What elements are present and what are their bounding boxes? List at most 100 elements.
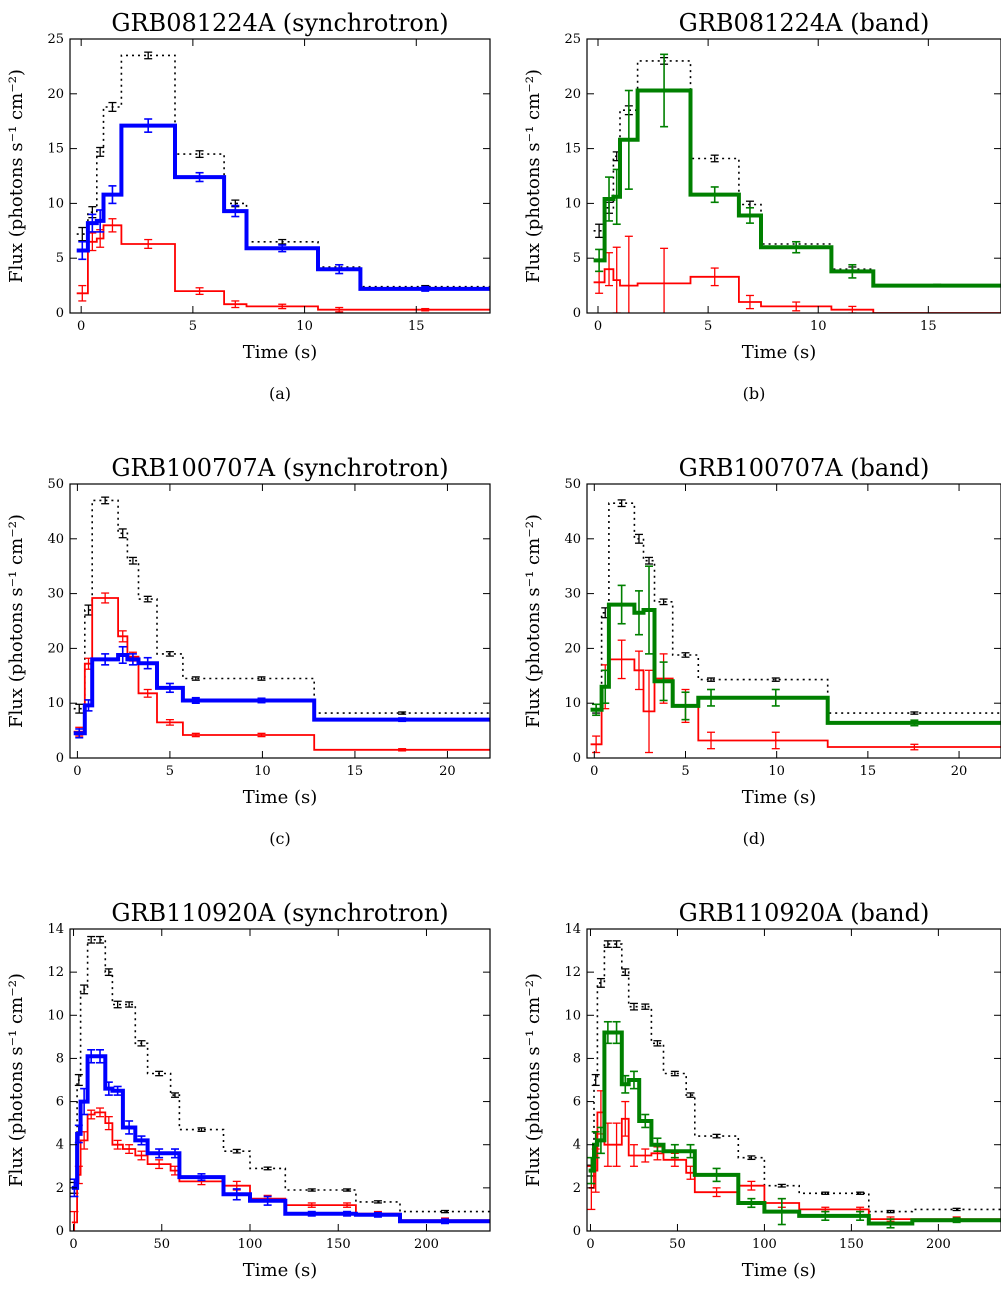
y-tick-label: 50: [47, 477, 64, 492]
y-tick-label: 8: [56, 1051, 64, 1066]
chart-title: GRB110920A (band): [679, 899, 930, 927]
y-tick-label: 50: [564, 477, 581, 492]
y-tick-label: 12: [564, 965, 581, 980]
y-tick-label: 0: [56, 1224, 64, 1239]
series-component: [76, 218, 490, 313]
y-axis-label: Flux (photons s⁻¹ cm⁻²): [523, 973, 544, 1187]
series-line-total: [73, 499, 490, 714]
y-tick-label: 30: [47, 587, 64, 602]
y-tick-label: 15: [564, 142, 581, 157]
series-line-total: [588, 943, 1001, 1213]
y-tick-label: 6: [573, 1095, 581, 1110]
x-tick-label: 10: [810, 319, 827, 334]
x-tick-label: 5: [704, 319, 712, 334]
x-tick-label: 15: [920, 319, 937, 334]
x-tick-label: 10: [296, 319, 313, 334]
x-tick-label: 100: [752, 1237, 777, 1252]
series-model: [73, 645, 490, 739]
x-tick-label: 100: [238, 1237, 263, 1252]
x-axis-label: Time (s): [243, 342, 318, 363]
y-axis-label: Flux (photons s⁻¹ cm⁻²): [6, 973, 27, 1187]
y-tick-label: 4: [56, 1138, 64, 1153]
series-line-model: [590, 602, 1001, 725]
y-tick-label: 0: [573, 1224, 581, 1239]
series-total: [73, 496, 490, 715]
y-tick-label: 20: [47, 641, 64, 656]
y-tick-label: 20: [564, 87, 581, 102]
x-tick-label: 15: [860, 764, 877, 779]
y-tick-label: 20: [564, 641, 581, 656]
y-tick-label: 0: [56, 306, 64, 321]
chart-panel-1: 0 5 10 15 20 25 0 5 10 15 GRB081224A (synchrotron)…: [6, 9, 491, 403]
x-tick-label: 150: [839, 1237, 864, 1252]
chart-panel-4: 0 10 20 30 40 50 0 5 10 15 20 GRB100707A (band) Time…: [523, 454, 1001, 848]
series-model: [590, 565, 1001, 727]
series-line-component: [76, 224, 490, 311]
series-line-model: [593, 88, 1001, 288]
x-tick-label: 5: [189, 319, 197, 334]
chart-panel-6: 0 2 4 6 8 10 12 14 0 50 100 150 200 GRB110920A (band)…: [523, 899, 1001, 1281]
chart-title: GRB081224A (band): [679, 9, 930, 37]
chart-panel-5: 0 2 4 6 8 10 12 14 0 50 100 150 200 GRB110920A (synch…: [6, 899, 491, 1281]
series-line-component: [590, 658, 1001, 748]
y-tick-label: 5: [573, 251, 581, 266]
series-line-total: [71, 939, 490, 1213]
x-tick-label: 15: [347, 764, 364, 779]
x-tick-label: 150: [326, 1237, 351, 1252]
panel-caption: (c): [269, 829, 290, 848]
y-tick-label: 6: [56, 1095, 64, 1110]
y-axis-label: Flux (photons s⁻¹ cm⁻²): [6, 514, 27, 728]
x-axis-label: Time (s): [243, 787, 318, 808]
y-tick-label: 5: [56, 251, 64, 266]
series-component: [73, 592, 490, 752]
y-tick-label: 8: [573, 1051, 581, 1066]
y-tick-label: 10: [564, 196, 581, 211]
y-tick-label: 2: [573, 1181, 581, 1196]
panel-caption: (b): [743, 384, 766, 403]
series-total: [70, 935, 490, 1214]
x-axis-label: Time (s): [243, 1260, 318, 1281]
x-tick-label: 20: [439, 764, 456, 779]
y-axis-label: Flux (photons s⁻¹ cm⁻²): [523, 69, 544, 283]
x-tick-label: 5: [166, 764, 174, 779]
y-tick-label: 12: [47, 965, 64, 980]
series-line-model: [588, 1030, 1001, 1226]
series-line-component: [73, 597, 490, 751]
y-tick-label: 10: [47, 196, 64, 211]
y-tick-label: 40: [47, 532, 64, 547]
series-component: [587, 1090, 1001, 1222]
y-tick-label: 2: [56, 1181, 64, 1196]
series-total: [587, 940, 1001, 1214]
x-axis-label: Time (s): [742, 787, 817, 808]
series-model: [76, 118, 490, 292]
plot-frame: [69, 483, 491, 759]
series-line-component: [593, 268, 1001, 313]
plot-frame: [586, 483, 1001, 759]
series-total: [590, 499, 1001, 715]
x-tick-label: 50: [153, 1237, 170, 1252]
panel-caption: (a): [269, 384, 291, 403]
series-line-model: [73, 653, 490, 736]
plot-frame: [586, 928, 1001, 1232]
plot-frame: [586, 38, 1001, 314]
series-model: [593, 53, 1001, 288]
x-tick-label: 15: [408, 319, 425, 334]
y-tick-label: 10: [564, 1008, 581, 1023]
x-tick-label: 0: [586, 1237, 594, 1252]
y-tick-label: 10: [564, 696, 581, 711]
y-axis-label: Flux (photons s⁻¹ cm⁻²): [6, 69, 27, 283]
plot-frame: [69, 38, 491, 314]
x-tick-label: 50: [669, 1237, 686, 1252]
chart-title: GRB081224A (synchrotron): [111, 9, 448, 37]
y-axis-label: Flux (photons s⁻¹ cm⁻²): [523, 514, 544, 728]
y-tick-label: 20: [47, 87, 64, 102]
x-tick-label: 10: [768, 764, 785, 779]
chart-title: GRB110920A (synchrotron): [111, 899, 448, 927]
x-tick-label: 0: [69, 1237, 77, 1252]
x-tick-label: 0: [73, 764, 81, 779]
chart-title: GRB100707A (synchrotron): [111, 454, 448, 482]
x-tick-label: 10: [254, 764, 271, 779]
y-tick-label: 4: [573, 1138, 581, 1153]
plot-frame: [69, 928, 491, 1232]
y-tick-label: 25: [564, 32, 581, 47]
